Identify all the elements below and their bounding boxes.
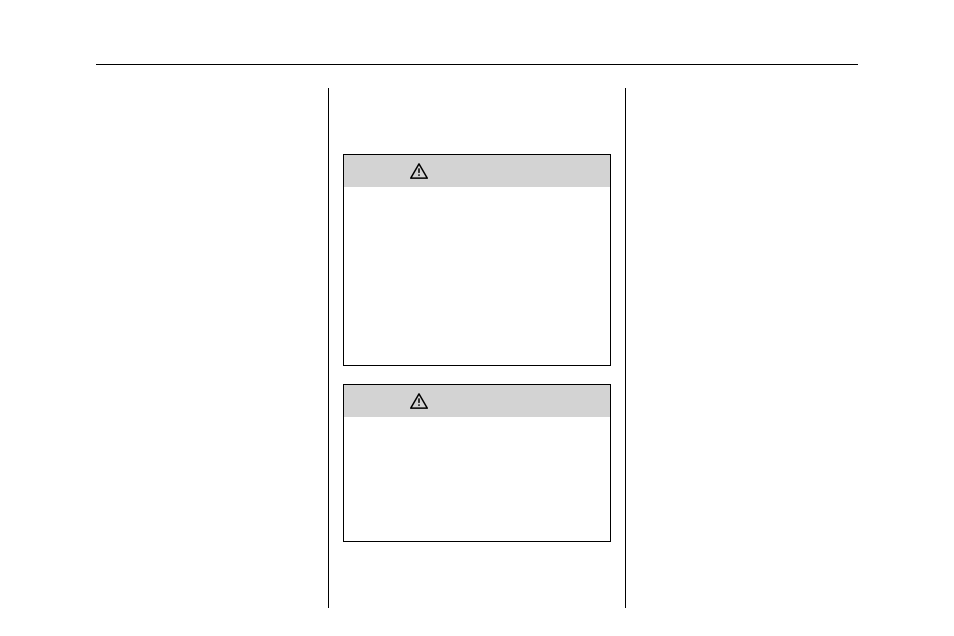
column-container <box>96 88 858 608</box>
warning-icon <box>410 393 428 409</box>
caution-callout-2 <box>343 384 611 542</box>
caution-header-1 <box>344 155 610 187</box>
top-rule <box>96 64 858 65</box>
warning-icon <box>410 163 428 179</box>
manual-page <box>0 0 954 636</box>
caution-callout-1 <box>343 154 611 366</box>
caution-body-1 <box>344 187 610 365</box>
column-right <box>626 88 858 608</box>
caution-body-2 <box>344 417 610 541</box>
column-left <box>96 88 328 608</box>
caution-header-2 <box>344 385 610 417</box>
column-middle <box>328 88 626 608</box>
